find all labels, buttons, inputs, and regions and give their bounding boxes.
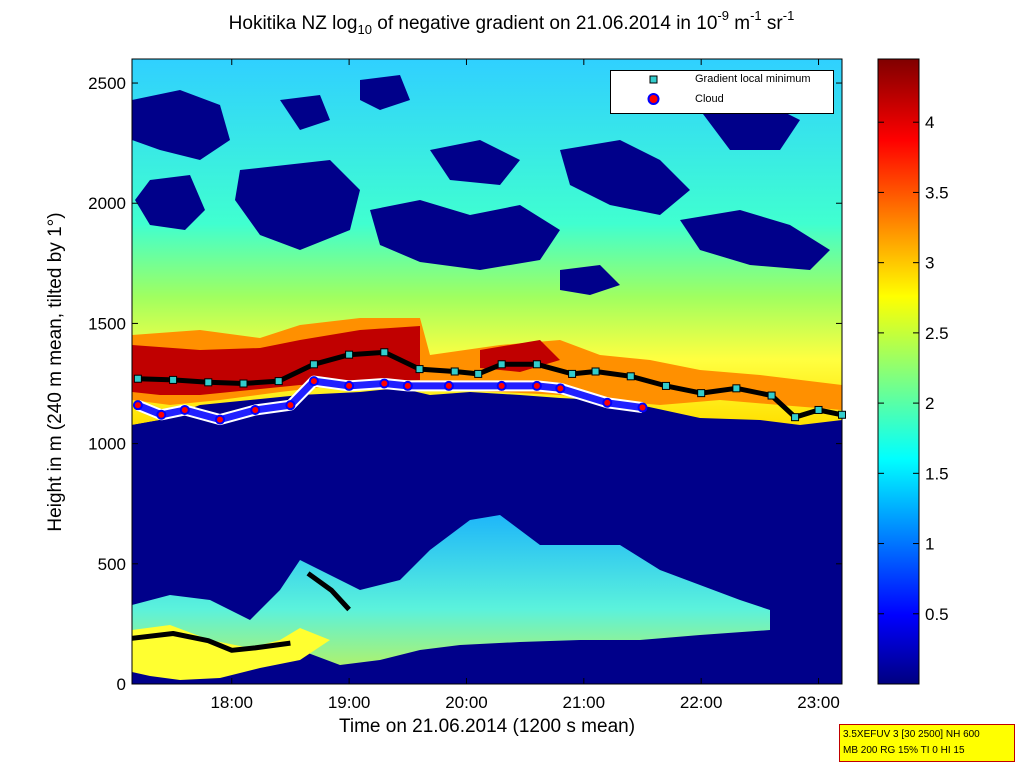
gradient-minimum-point (838, 410, 846, 419)
cloud-point (637, 402, 648, 413)
x-tick-label: 20:00 (445, 693, 488, 712)
gradient-minimum-point (814, 405, 823, 414)
gradient-minimum-point (626, 372, 635, 381)
gradient-minimum-point (204, 378, 213, 387)
gradient-minimum-point (450, 367, 459, 376)
parameter-box: 3.5XEFUV 3 [30 2500] NH 600 MB 200 RG 15… (839, 724, 1015, 762)
colorbar (877, 58, 920, 685)
lower-aerosol-layer (132, 515, 770, 672)
gradient-minimum-point (732, 384, 741, 393)
boundary-layer-peak (132, 326, 420, 395)
gradient-minimum-point (133, 374, 142, 383)
y-tick-label: 2500 (88, 74, 126, 93)
gradient-minimum-point (239, 379, 248, 388)
legend-square-marker (649, 75, 658, 84)
cloud-point (443, 380, 454, 391)
gradient-minimum-point (274, 377, 283, 386)
cloud-point (555, 383, 566, 394)
cloud-point (402, 380, 413, 391)
rising-layer-minimum-trace (306, 571, 351, 612)
legend-symbols (647, 75, 660, 105)
gradient-minimum-point (474, 369, 483, 378)
cloud-point (132, 400, 143, 411)
cloud-point (179, 404, 190, 415)
gradient-minimum-point (415, 365, 424, 374)
x-tick-label: 21:00 (563, 693, 606, 712)
y-tick-label: 1500 (88, 314, 126, 333)
gradient-minimum-point (791, 413, 800, 422)
gradient-minimum-point (380, 348, 389, 357)
legend: Gradient local minimum Cloud (610, 70, 834, 114)
y-tick-label: 2000 (88, 194, 126, 213)
legend-entry-cloud: Cloud (695, 93, 724, 105)
x-tick-label: 19:00 (328, 693, 371, 712)
cloud-point (308, 376, 319, 387)
colorbar-tick-label: 2.5 (925, 324, 949, 343)
cloud-point (215, 414, 226, 425)
gradient-minimum-point (497, 360, 506, 369)
cloud-point (379, 378, 390, 389)
cloud-base-trace (136, 377, 643, 424)
gradient-minimum-point (591, 367, 600, 376)
x-tick-label: 23:00 (797, 693, 840, 712)
colorbar-tick-label: 4 (925, 113, 934, 132)
parameter-line-1: 3.5XEFUV 3 [30 2500] NH 600 (843, 729, 980, 740)
gradient-minimum-point (169, 375, 178, 384)
colorbar-ticks: 0.5 1 1.5 2 2.5 3 3.5 4 (878, 113, 949, 624)
cloud-point (496, 380, 507, 391)
gradient-minimum-point (532, 360, 541, 369)
colorbar-tick-label: 1 (925, 535, 934, 554)
parameter-line-2: MB 200 RG 15% TI 0 HI 15 (843, 745, 965, 756)
legend-entry-gradient-minimum: Gradient local minimum (695, 73, 811, 85)
cloud-point (602, 397, 613, 408)
colorbar-tick-label: 3.5 (925, 183, 949, 202)
cloud-point (531, 380, 542, 391)
gradient-minimum-point (661, 381, 670, 390)
upper-low-patches (132, 75, 830, 295)
colorbar-tick-label: 2 (925, 394, 934, 413)
marker-layer (131, 348, 846, 653)
heatmap-field (132, 59, 842, 684)
cloud-point (156, 409, 167, 420)
legend-circle-marker (647, 93, 660, 105)
colorbar-tick-label: 1.5 (925, 464, 949, 483)
gradient-minimum-point (697, 389, 706, 398)
axes: 18:00 19:00 20:00 21:00 22:00 23:00 0 500 1000 15… (88, 59, 842, 712)
y-axis-label: Height in m (240 m mean, tilted by 1°) (45, 212, 66, 532)
gradient-minimum-point (345, 350, 354, 359)
colorbar-tick-label: 3 (925, 254, 934, 273)
x-tick-label: 22:00 (680, 693, 723, 712)
y-tick-label: 500 (98, 555, 126, 574)
cloud-point (285, 400, 296, 411)
gradient-minimum-point (309, 360, 318, 369)
gradient-minimum-point (568, 369, 577, 378)
chart-title: Hokitika NZ log10 of negative gradient o… (228, 8, 795, 37)
low-layer-minimum-trace (131, 631, 291, 653)
x-axis-label: Time on 21.06.2014 (1200 s mean) (338, 716, 636, 737)
y-tick-label: 0 (117, 675, 126, 694)
y-tick-label: 1000 (88, 435, 126, 454)
gradient-minimum-point (767, 391, 776, 400)
plot-frame (131, 58, 843, 685)
colorbar-tick-label: 0.5 (925, 605, 949, 624)
x-tick-label: 18:00 (210, 693, 253, 712)
cloud-point (250, 404, 261, 415)
cloud-point (344, 380, 355, 391)
